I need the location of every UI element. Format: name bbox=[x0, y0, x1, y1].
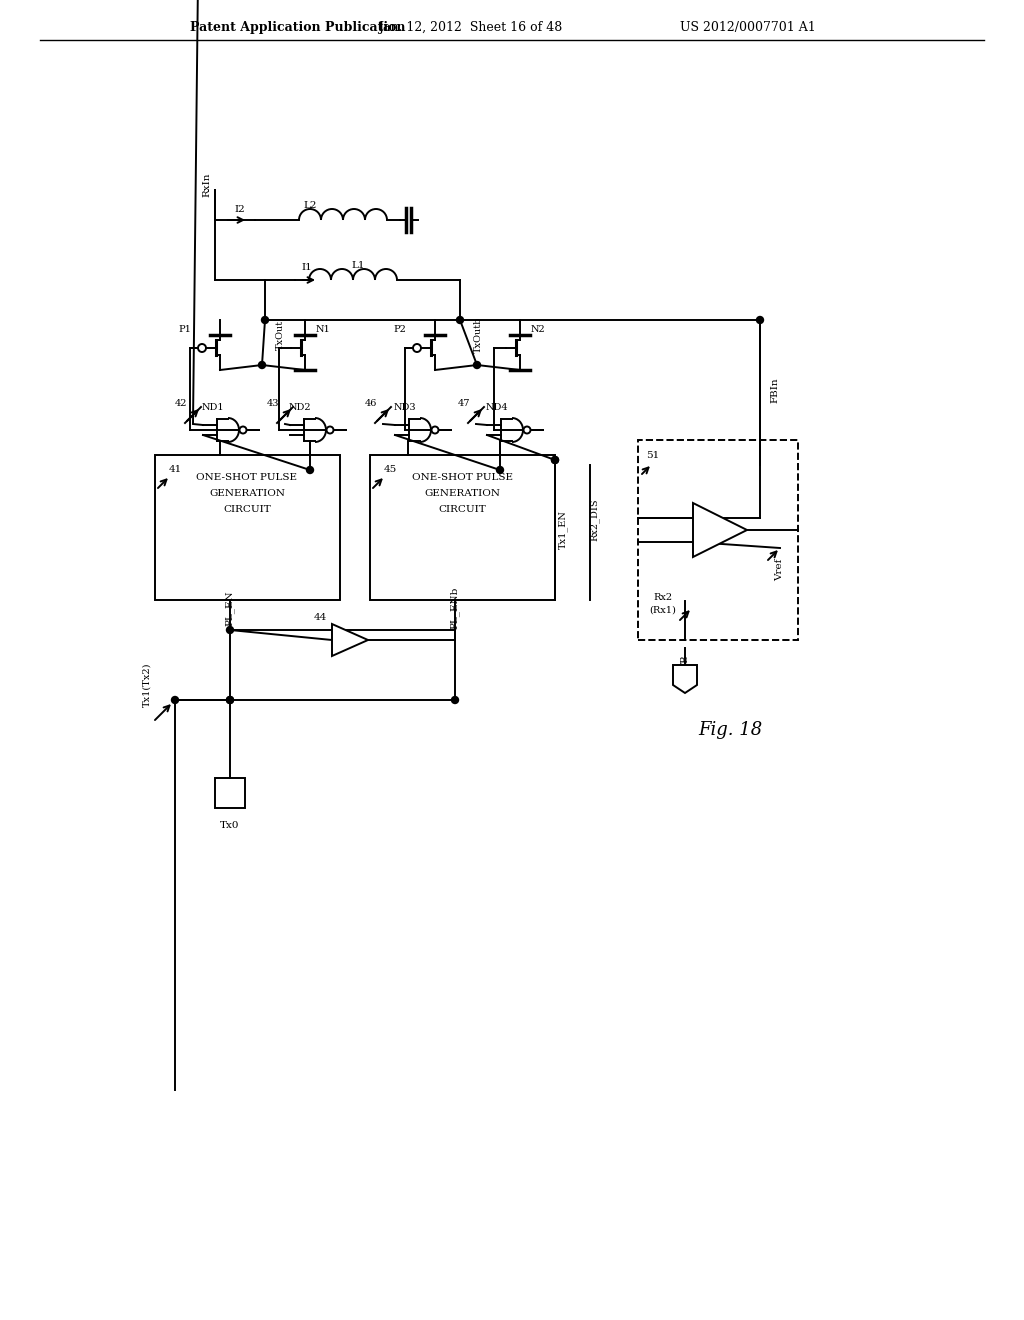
Bar bbox=[370, 455, 555, 601]
Circle shape bbox=[552, 457, 558, 463]
Text: 44: 44 bbox=[313, 614, 327, 623]
Text: L1: L1 bbox=[351, 261, 365, 271]
Text: Patent Application Publication: Patent Application Publication bbox=[190, 21, 406, 33]
Circle shape bbox=[523, 426, 530, 433]
Text: PL_EN: PL_EN bbox=[225, 590, 234, 626]
Bar bbox=[155, 455, 340, 601]
Text: RxIn: RxIn bbox=[203, 173, 212, 197]
Text: ND4: ND4 bbox=[485, 404, 508, 412]
Circle shape bbox=[306, 466, 313, 474]
Text: ONE-SHOT PULSE: ONE-SHOT PULSE bbox=[197, 473, 298, 482]
Circle shape bbox=[240, 426, 247, 433]
Circle shape bbox=[413, 345, 421, 352]
Text: PL_ENb: PL_ENb bbox=[451, 587, 460, 630]
Circle shape bbox=[258, 362, 265, 368]
Circle shape bbox=[261, 317, 268, 323]
Circle shape bbox=[226, 697, 233, 704]
Text: (Rx1): (Rx1) bbox=[649, 606, 677, 615]
Text: P2: P2 bbox=[393, 326, 407, 334]
Circle shape bbox=[452, 697, 459, 704]
Text: Tx1(Tx2): Tx1(Tx2) bbox=[142, 663, 152, 708]
Text: L2: L2 bbox=[303, 202, 316, 210]
Text: Rx2: Rx2 bbox=[653, 593, 673, 602]
Text: 42: 42 bbox=[175, 399, 187, 408]
Text: Rx2_DIS: Rx2_DIS bbox=[590, 499, 600, 541]
Text: N2: N2 bbox=[530, 326, 546, 334]
Text: ND1: ND1 bbox=[202, 404, 224, 412]
Text: Jan. 12, 2012  Sheet 16 of 48: Jan. 12, 2012 Sheet 16 of 48 bbox=[378, 21, 562, 33]
Text: Tx1_EN: Tx1_EN bbox=[558, 511, 568, 549]
Circle shape bbox=[457, 317, 464, 323]
Text: GENERATION: GENERATION bbox=[209, 488, 285, 498]
Circle shape bbox=[473, 362, 480, 368]
Text: TxOut: TxOut bbox=[275, 319, 285, 350]
Text: TxOutb: TxOutb bbox=[473, 317, 482, 354]
Circle shape bbox=[198, 345, 206, 352]
Text: Tx0: Tx0 bbox=[220, 821, 240, 829]
Circle shape bbox=[226, 697, 233, 704]
Text: ND2: ND2 bbox=[289, 404, 311, 412]
Circle shape bbox=[552, 457, 558, 463]
Circle shape bbox=[327, 426, 334, 433]
Circle shape bbox=[171, 697, 178, 704]
Text: P1: P1 bbox=[178, 326, 191, 334]
Bar bbox=[638, 440, 798, 640]
Text: Vref: Vref bbox=[775, 558, 784, 581]
Text: 43: 43 bbox=[266, 399, 280, 408]
Text: 46: 46 bbox=[365, 399, 377, 408]
Text: I1: I1 bbox=[302, 264, 312, 272]
Text: 47: 47 bbox=[458, 399, 470, 408]
Text: US 2012/0007701 A1: US 2012/0007701 A1 bbox=[680, 21, 816, 33]
Text: 45: 45 bbox=[383, 465, 396, 474]
Text: FB: FB bbox=[681, 655, 689, 669]
Text: 51: 51 bbox=[646, 450, 659, 459]
Polygon shape bbox=[693, 503, 746, 557]
Circle shape bbox=[757, 317, 764, 323]
Text: Fig. 18: Fig. 18 bbox=[698, 721, 762, 739]
Text: CIRCUIT: CIRCUIT bbox=[438, 504, 485, 513]
Text: GENERATION: GENERATION bbox=[424, 488, 500, 498]
Circle shape bbox=[431, 426, 438, 433]
Text: ONE-SHOT PULSE: ONE-SHOT PULSE bbox=[412, 473, 512, 482]
Text: FBIn: FBIn bbox=[770, 378, 779, 403]
Circle shape bbox=[497, 466, 504, 474]
Text: I2: I2 bbox=[234, 206, 246, 214]
Text: N1: N1 bbox=[315, 326, 331, 334]
Text: CIRCUIT: CIRCUIT bbox=[223, 504, 271, 513]
Bar bbox=[215, 777, 245, 808]
Polygon shape bbox=[673, 665, 697, 693]
Polygon shape bbox=[332, 624, 368, 656]
Circle shape bbox=[226, 627, 233, 634]
Text: 41: 41 bbox=[168, 465, 181, 474]
Text: ND3: ND3 bbox=[393, 404, 417, 412]
